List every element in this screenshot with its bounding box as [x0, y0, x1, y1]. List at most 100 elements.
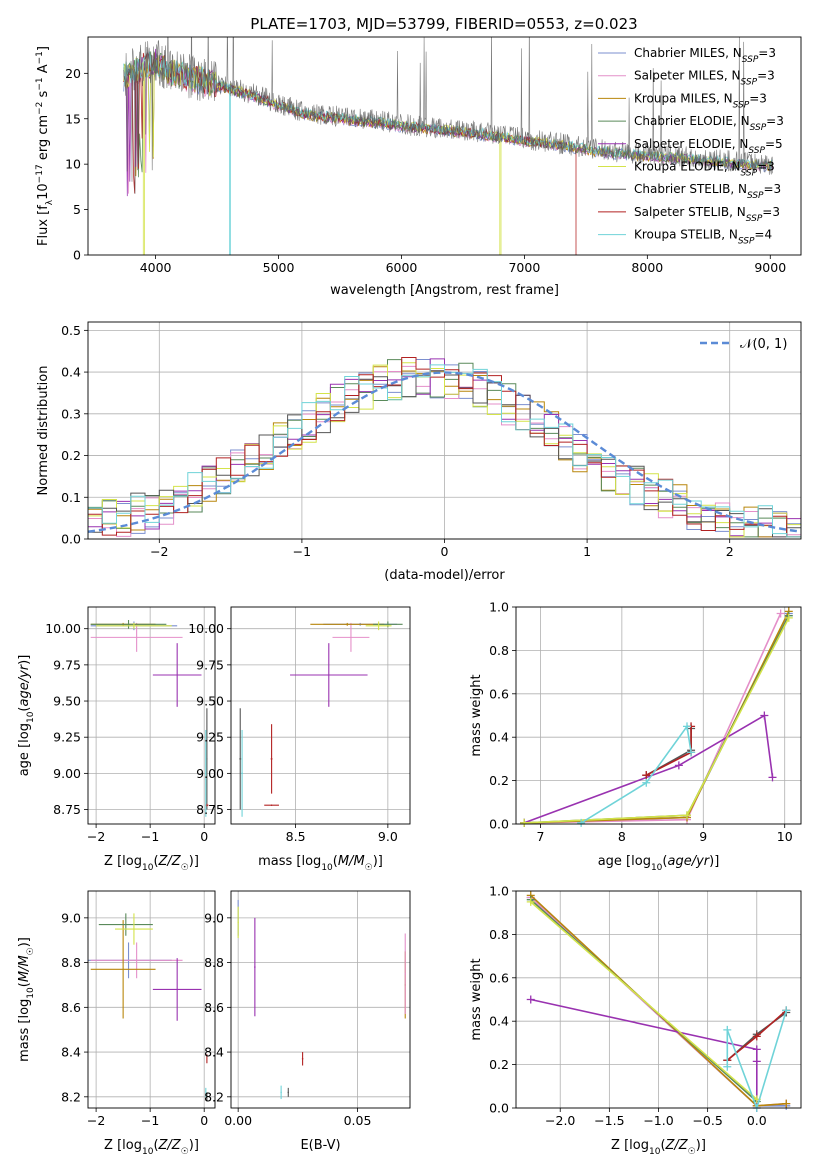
errorbar-point: [98, 913, 153, 936]
y-tick-label: 0: [73, 248, 81, 263]
x-tick-label: 7000: [508, 260, 540, 275]
x-tick-label: −1: [141, 1113, 159, 1128]
residual-hist: [88, 364, 801, 538]
x-tick-label: −2: [87, 829, 105, 844]
y-tick-label: 9.75: [53, 657, 81, 672]
y-tick-label: 9.00: [53, 766, 81, 781]
residual-hist: [88, 359, 801, 538]
y-tick-label: 0.8: [489, 643, 509, 658]
weight-marker: [577, 818, 586, 827]
y-tick-label: 8.6: [204, 1000, 224, 1015]
y-tick-label: 10.00: [188, 621, 224, 636]
y-tick-label: 8.4: [204, 1045, 224, 1060]
x-tick-label: 9: [699, 829, 707, 844]
x-tick-label: 0.0: [747, 1113, 767, 1128]
x-tick-label: 9.0: [378, 829, 398, 844]
y-tick-label: 8.2: [61, 1089, 81, 1104]
errorbar-point: [310, 622, 385, 626]
legend-label: Kroupa MILES, NSSP=3: [634, 91, 767, 110]
x-tick-label: 0: [200, 829, 208, 844]
x-axis-label: E(B-V): [300, 1138, 340, 1153]
y-tick-label: 9.75: [196, 657, 224, 672]
residual-steps: [88, 357, 801, 538]
weight-marker: [642, 778, 651, 787]
x-tick-label: 0.05: [344, 1113, 372, 1128]
y-axis-label: Normed distribution: [36, 366, 51, 496]
legend-label: Salpeter MILES, NSSP=3: [634, 69, 775, 88]
x-tick-label: 8000: [631, 260, 663, 275]
errorbar-point: [264, 804, 279, 806]
weight-series-line: [524, 613, 782, 824]
y-tick-label: 15: [65, 111, 81, 126]
weight-marker: [687, 748, 696, 757]
y-axis-label: mass weight: [469, 674, 484, 756]
y-tick-label: 8.2: [204, 1089, 224, 1104]
y-tick-label: 0.5: [61, 323, 81, 338]
x-tick-label: 6000: [386, 260, 418, 275]
weight-series-line: [580, 724, 692, 824]
errorbars: [239, 621, 403, 817]
errorbar-point: [90, 920, 156, 1019]
x-tick-label: −1: [293, 544, 311, 559]
errorbar-point: [270, 724, 273, 794]
weight-series-line: [523, 714, 774, 824]
x-tick-label: 8.5: [286, 829, 306, 844]
weight-lines: [520, 607, 793, 827]
weight-marker: [776, 609, 785, 618]
x-tick-label: 5000: [263, 260, 295, 275]
y-tick-label: 9.50: [196, 694, 224, 709]
errorbar-point: [152, 643, 202, 707]
axes-frame: [87, 36, 802, 256]
y-tick-label: 0.2: [61, 448, 81, 463]
x-tick-label: 4000: [140, 260, 172, 275]
x-axis-label: wavelength [Angstrom, rest frame]: [330, 283, 559, 298]
y-tick-label: 8.4: [61, 1045, 81, 1060]
weight-series-line: [524, 610, 790, 824]
x-tick-label: −2: [87, 1113, 105, 1128]
x-tick-label: 0.00: [224, 1113, 252, 1128]
x-tick-label: 8: [618, 829, 626, 844]
weight-marker: [723, 1025, 732, 1034]
weight-marker: [642, 771, 651, 780]
y-tick-label: 10: [65, 157, 81, 172]
y-tick-label: 8.6: [61, 1000, 81, 1015]
errorbar-point: [206, 1092, 208, 1102]
errorbars: [90, 620, 209, 817]
y-tick-label: 0.4: [489, 730, 509, 745]
x-tick-label: 0: [200, 1113, 208, 1128]
spectrum-panel: 4000 5000 6000 7000 8000 9000 0 5 10 15 20 waveleng…: [35, 36, 802, 298]
errorbar-point: [90, 622, 183, 652]
axes-frame: [515, 890, 802, 1109]
y-tick-label: 9.50: [53, 694, 81, 709]
weight-marker: [768, 773, 777, 782]
y-tick-label: 8.8: [204, 955, 224, 970]
y-tick-label: 20: [65, 66, 81, 81]
x-tick-label: −2.0: [545, 1113, 575, 1128]
weight_vs_Z-panel: −2.0 −1.5 −1.0 −0.5 0.0 0.0 0.2 0.4 0.6 0.8 1.0 Z […: [469, 884, 802, 1157]
errorbar-point: [239, 708, 242, 810]
weight-marker: [520, 818, 529, 827]
x-tick-label: 9000: [754, 260, 786, 275]
errorbar-point: [287, 1087, 289, 1097]
weight-marker: [526, 995, 535, 1004]
errorbar-point: [115, 913, 153, 945]
x-axis-label: Z [log10(Z/Z☉)]: [611, 1138, 706, 1157]
weight-series-line: [530, 901, 758, 1100]
y-tick-label: 9.00: [196, 766, 224, 781]
y-axis-label: Flux [fλ10−17 erg cm−2 s−1 A−1]: [35, 46, 55, 246]
errorbars: [237, 899, 406, 1100]
y-tick-label: 10.00: [45, 621, 81, 636]
y-axis-label: mass weight: [469, 958, 484, 1040]
y-tick-label: 0.0: [61, 532, 81, 547]
legend-label: Kroupa ELODIE, NSSP=3: [634, 160, 775, 179]
x-axis-label: (data-model)/error: [384, 568, 505, 583]
spectrum-legend: Chabrier MILES, NSSP=3 Salpeter MILES, NS…: [598, 46, 784, 247]
y-tick-label: 8.75: [196, 802, 224, 817]
errorbar-point: [237, 906, 239, 938]
weight-series-line: [524, 615, 790, 824]
age_vs_Z-panel: −2 −1 0 8.75 9.00 9.25 9.50 9.75 10.00 Z [log10(Z…: [17, 606, 216, 873]
weight-marker: [526, 897, 535, 906]
y-tick-label: 9.25: [196, 730, 224, 745]
axes-frame: [230, 890, 411, 1109]
mass_vs_Z-panel: −2 −1 0 8.2 8.4 8.6 8.8 9.0 Z [log10(Z/Z☉)] mass …: [17, 890, 216, 1157]
